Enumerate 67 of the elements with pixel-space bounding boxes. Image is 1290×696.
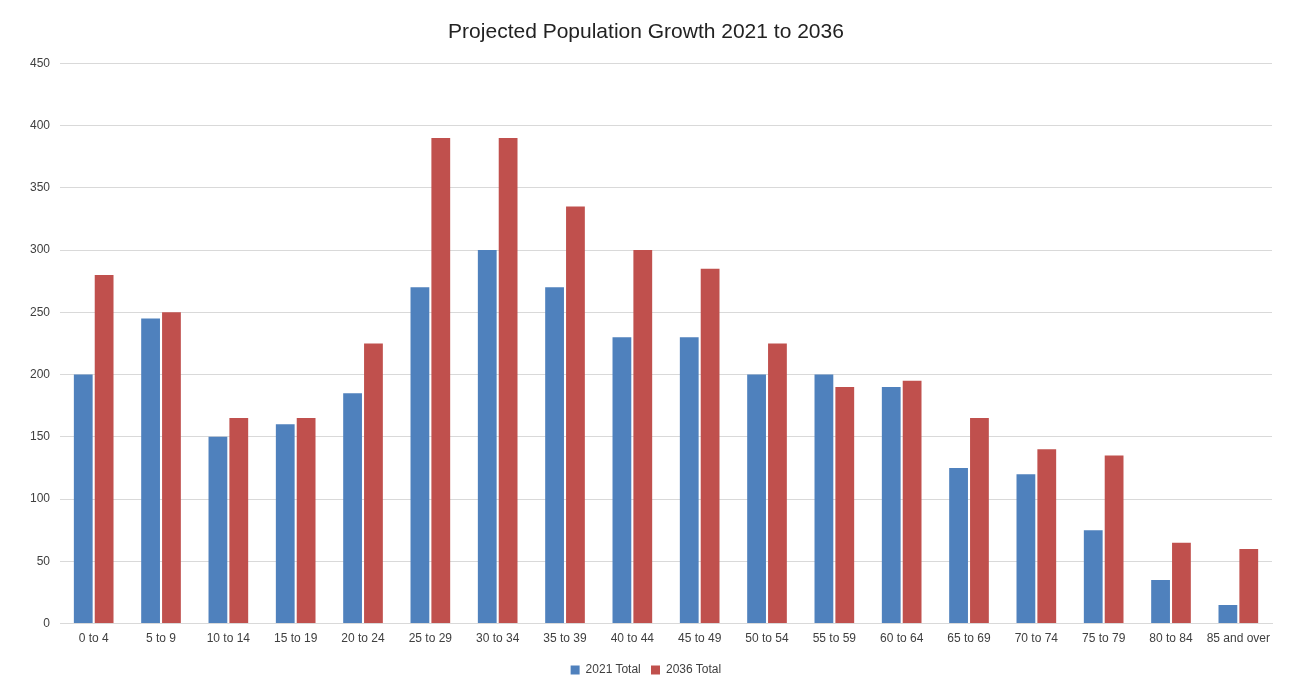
bar [612, 337, 632, 624]
x-tick-label: 80 to 84 [1149, 631, 1194, 646]
y-tick-label: 300 [29, 242, 51, 257]
x-tick-label: 0 to 4 [78, 631, 110, 646]
bar [970, 418, 989, 624]
bar [902, 380, 922, 624]
bar [410, 287, 430, 624]
x-tick-label: 75 to 79 [1081, 631, 1126, 646]
x-tick-label: 35 to 39 [543, 631, 588, 646]
bar [498, 137, 518, 624]
bar [1218, 604, 1238, 624]
bar [881, 386, 901, 624]
bar [94, 274, 114, 624]
bar [162, 312, 181, 624]
bar [1239, 548, 1259, 624]
bar [141, 318, 160, 624]
bar [275, 424, 295, 624]
bar [1151, 580, 1170, 624]
x-tick-label: 55 to 59 [812, 631, 857, 646]
bar [545, 287, 564, 624]
bar [814, 374, 834, 624]
bar [566, 206, 585, 624]
y-tick-label: 0 [43, 615, 51, 630]
bar [747, 374, 766, 624]
y-tick-label: 400 [29, 117, 51, 132]
y-tick-label: 100 [29, 491, 51, 506]
legend-label: 2036 Total [666, 662, 722, 677]
x-tick-label: 25 to 29 [408, 631, 453, 646]
x-tick-label: 65 to 69 [947, 631, 992, 646]
bar [768, 343, 787, 624]
bar [1172, 542, 1191, 624]
bar [1104, 455, 1124, 624]
x-tick-label: 45 to 49 [677, 631, 722, 646]
bar [229, 418, 249, 624]
x-tick-label: 15 to 19 [274, 631, 318, 646]
bar [208, 436, 228, 624]
bar [679, 337, 699, 624]
legend-label: 2021 Total [585, 662, 641, 677]
bar [1083, 530, 1103, 624]
x-tick-label: 5 to 9 [146, 631, 177, 646]
x-tick-label: 60 to 64 [879, 631, 924, 646]
y-tick-label: 150 [29, 429, 51, 444]
bar [949, 467, 968, 624]
x-tick-label: 40 to 44 [610, 631, 655, 646]
bar [477, 250, 497, 624]
x-tick-label: 10 to 14 [206, 631, 251, 646]
x-tick-label: 20 to 24 [341, 631, 386, 646]
bar [1016, 474, 1036, 624]
y-tick-label: 450 [29, 55, 51, 70]
bar [431, 137, 451, 624]
x-tick-label: 30 to 34 [475, 631, 520, 646]
bar [700, 268, 720, 624]
y-tick-label: 250 [29, 304, 51, 319]
y-tick-label: 350 [29, 180, 51, 195]
chart-title: Projected Population Growth 2021 to 2036 [448, 19, 844, 43]
bar [835, 386, 855, 624]
x-tick-label: 50 to 54 [745, 631, 790, 646]
bar [296, 418, 316, 624]
bar [364, 343, 383, 624]
y-tick-label: 50 [36, 553, 51, 568]
y-tick-label: 200 [29, 366, 51, 381]
x-tick-label: 85 and over [1206, 631, 1271, 646]
bar [343, 393, 362, 624]
bar [633, 250, 653, 624]
bar [1037, 449, 1057, 624]
bar [73, 374, 93, 624]
x-tick-label: 70 to 74 [1014, 631, 1059, 646]
